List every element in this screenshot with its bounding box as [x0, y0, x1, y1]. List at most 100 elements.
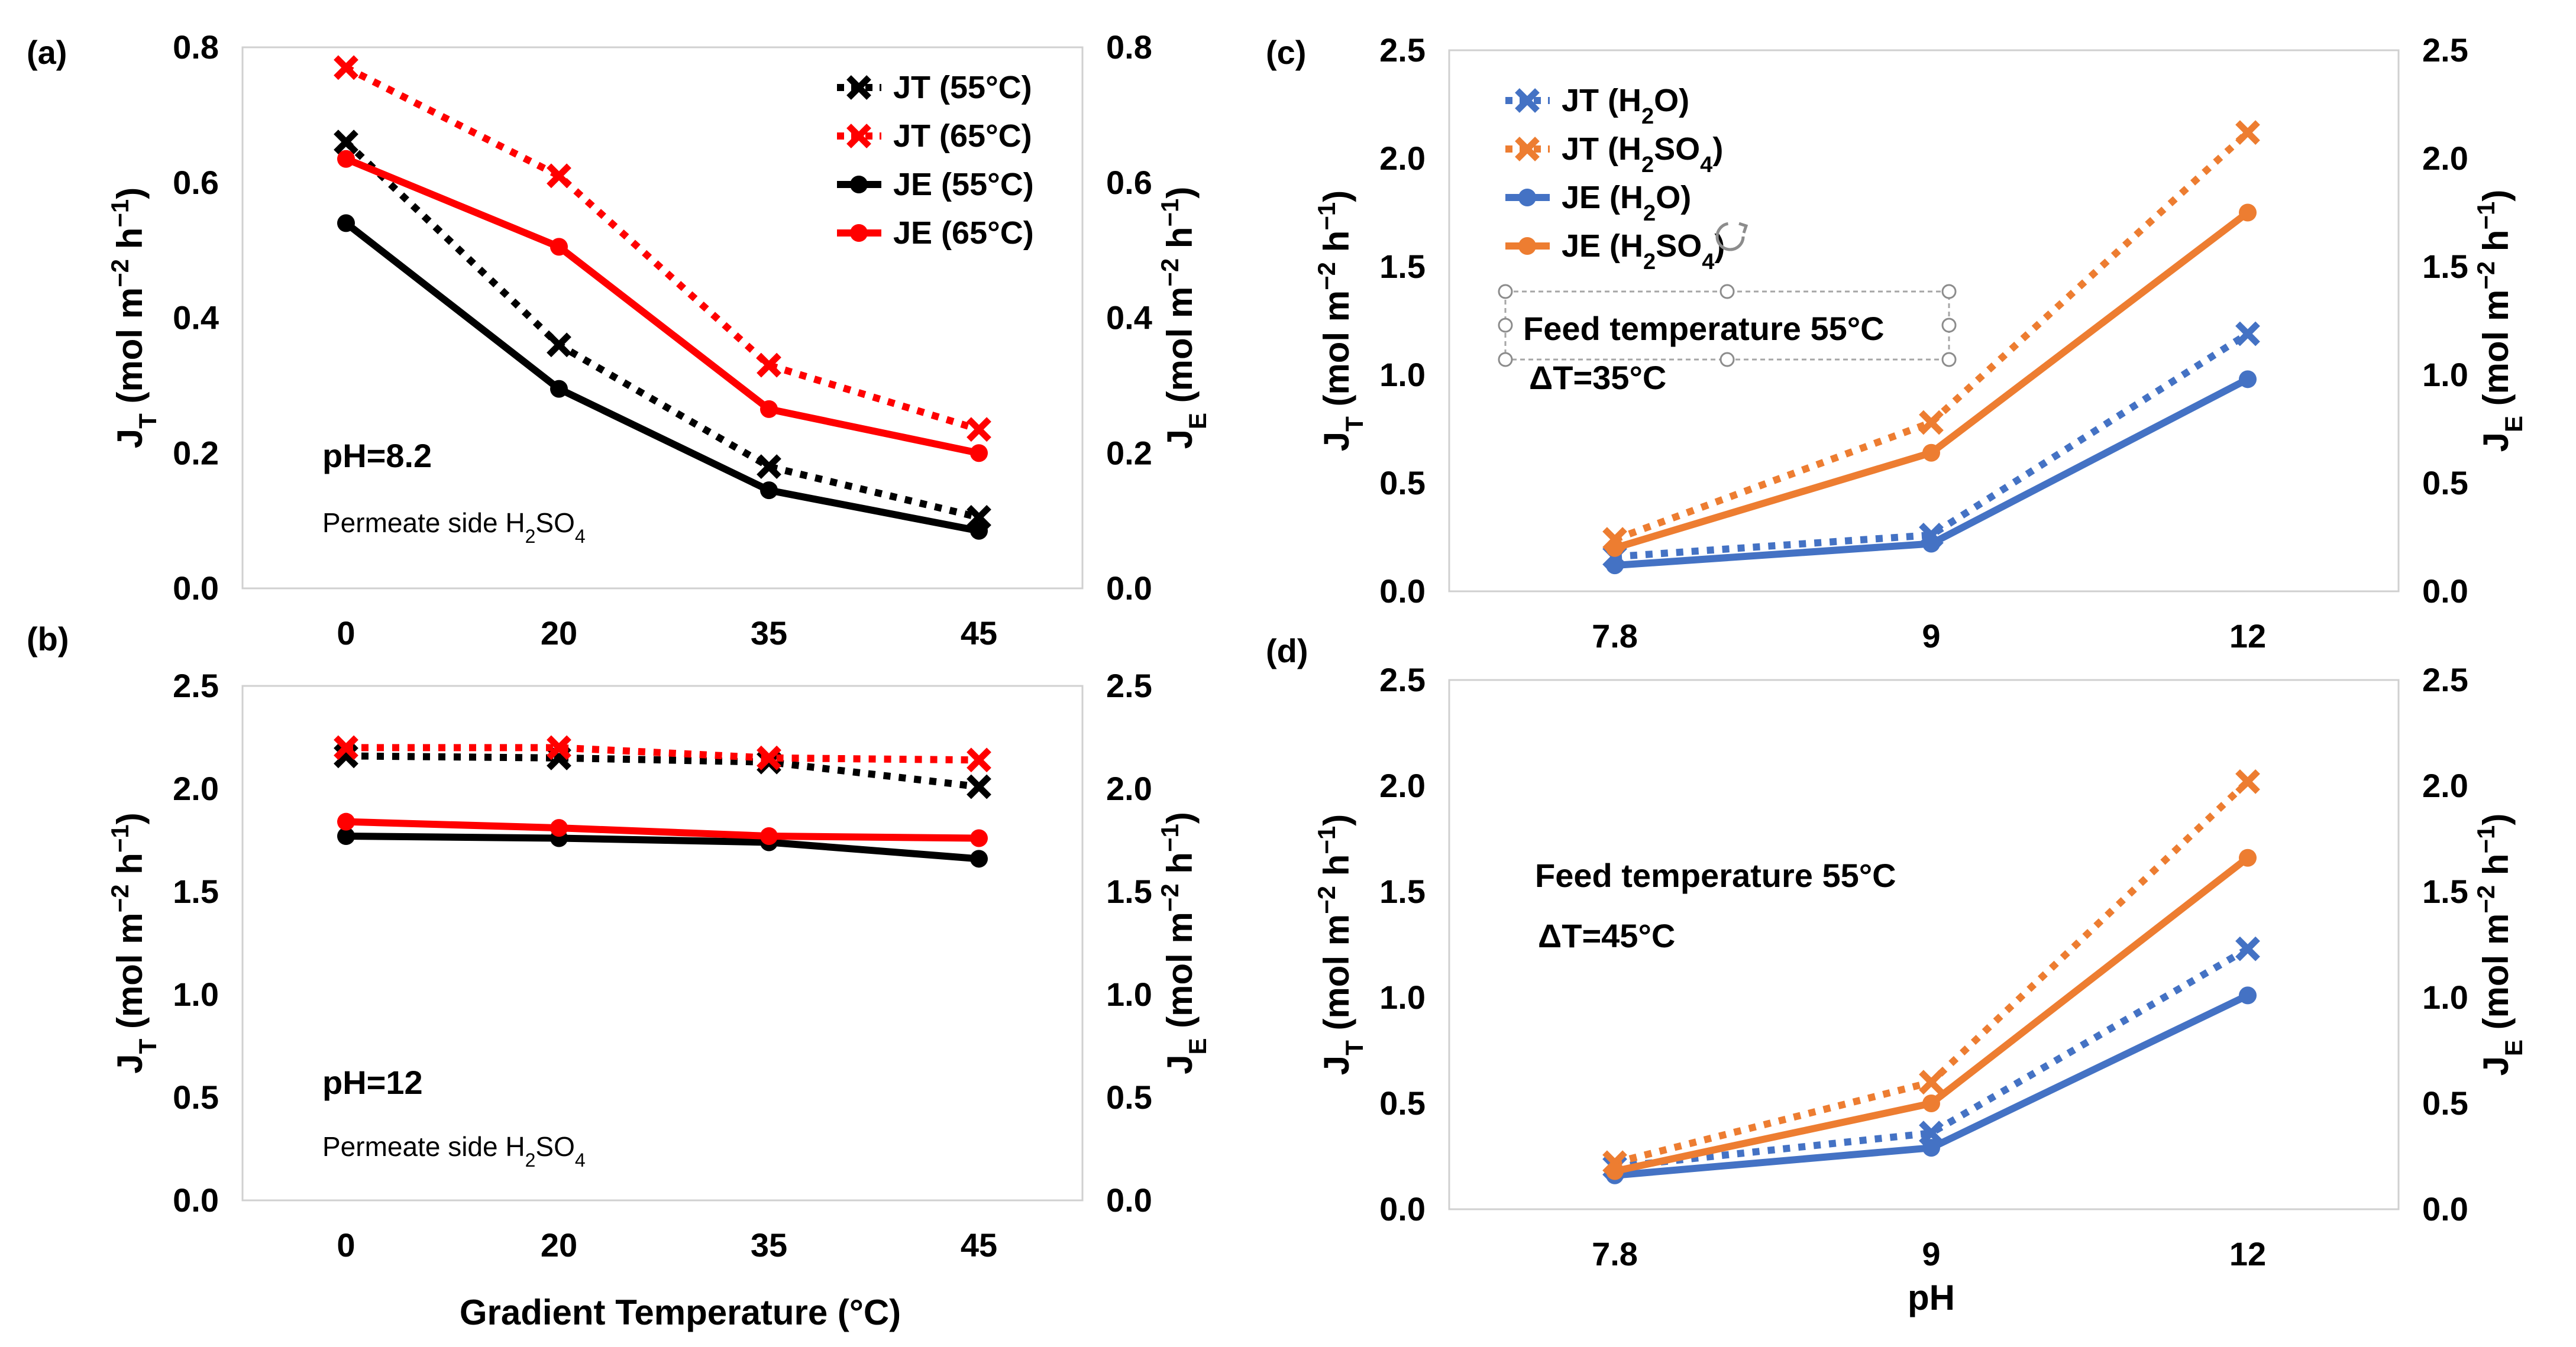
annotation-1-1: Permeate side H2SO4 — [322, 1131, 586, 1171]
data-point-2-3-2 — [2239, 203, 2257, 222]
legend-marker-2-2 — [1518, 189, 1536, 206]
ytick-left-3-5: 2.5 — [1379, 661, 1426, 698]
data-point-1-2-3 — [970, 850, 988, 868]
legend-entry-2-2: JE (H2O) — [1562, 180, 1691, 226]
ytick-left-0-4: 0.8 — [173, 28, 219, 66]
ytick-left-2-4: 2.0 — [1379, 140, 1426, 177]
annotation-2-0: Feed temperature 55°C — [1523, 310, 1885, 347]
xtick-2-0: 7.8 — [1592, 617, 1638, 655]
ytick-right-3-4: 2.0 — [2422, 767, 2468, 804]
data-point-3-1-2 — [2235, 769, 2260, 794]
ytick-right-2-0: 0.0 — [2422, 572, 2468, 610]
ytick-left-3-4: 2.0 — [1379, 767, 1426, 804]
ytick-right-3-1: 0.5 — [2422, 1084, 2468, 1122]
ytick-left-3-2: 1.0 — [1379, 979, 1426, 1016]
textbox-selection-frame[interactable] — [1498, 284, 1957, 367]
data-point-0-1-3 — [967, 417, 991, 442]
ytick-right-0-0: 0.0 — [1106, 569, 1152, 607]
ytick-right-3-3: 1.5 — [2422, 873, 2468, 910]
panel-label-0: (a) — [27, 34, 67, 71]
legend-entry-2-0: JT (H2O) — [1562, 83, 1689, 129]
ytick-right-2-2: 1.0 — [2422, 356, 2468, 393]
annotation-1-0: pH=12 — [322, 1064, 423, 1101]
data-point-0-0-2 — [757, 454, 781, 480]
ytick-left-0-3: 0.6 — [173, 164, 219, 201]
plot-area-2 — [1448, 49, 2400, 592]
ylabel-left-1: JT (mol m−2 h−1) — [106, 812, 161, 1073]
xtick-0-0: 0 — [337, 614, 355, 652]
ytick-right-1-0: 0.0 — [1106, 1181, 1152, 1219]
data-point-3-1-1 — [1919, 1070, 1944, 1095]
rotate-handle-icon[interactable] — [1715, 222, 1748, 251]
data-point-2-1-2 — [2235, 120, 2260, 145]
data-point-1-3-1 — [550, 819, 568, 837]
ytick-right-2-1: 0.5 — [2422, 464, 2468, 501]
panel-label-3: (d) — [1266, 632, 1308, 669]
data-point-2-0-2 — [2235, 321, 2260, 347]
data-point-0-1-0 — [334, 55, 358, 80]
ytick-right-1-1: 0.5 — [1106, 1079, 1152, 1116]
ytick-right-0-1: 0.2 — [1106, 434, 1152, 471]
xtick-2-2: 12 — [2229, 617, 2266, 655]
ytick-right-2-5: 2.5 — [2422, 31, 2468, 69]
data-point-0-3-2 — [760, 400, 778, 418]
data-point-0-2-3 — [970, 522, 988, 540]
data-point-0-0-1 — [547, 332, 571, 358]
ytick-right-2-4: 2.0 — [2422, 140, 2468, 177]
legend-entry-0-3: JE (65°C) — [893, 215, 1034, 251]
legend-entry-0-1: JT (65°C) — [893, 118, 1032, 154]
data-point-0-2-1 — [550, 380, 568, 398]
ytick-right-1-4: 2.0 — [1106, 770, 1152, 807]
data-point-3-2-1 — [1922, 1139, 1940, 1157]
annotation-3-1: ΔT=45°C — [1538, 917, 1675, 954]
ytick-right-0-4: 0.8 — [1106, 28, 1152, 66]
annotation-0-0: pH=8.2 — [322, 437, 432, 474]
legend-2: JT (H2O)JT (H2SO4)JE (H2O)JE (H2SO4) — [1505, 83, 1725, 274]
data-point-3-2-2 — [2239, 986, 2257, 1005]
ytick-left-2-2: 1.0 — [1379, 356, 1426, 393]
series-line-0-3 — [344, 156, 980, 457]
ytick-left-1-1: 0.5 — [173, 1079, 219, 1116]
ytick-left-1-0: 0.0 — [173, 1181, 219, 1219]
data-point-3-0-2 — [2235, 936, 2260, 961]
series-line-1-1 — [346, 744, 980, 764]
data-point-0-0-0 — [334, 129, 358, 155]
xtick-0-3: 45 — [961, 614, 997, 652]
data-point-2-2-0 — [1606, 556, 1624, 575]
xtick-2-1: 9 — [1922, 617, 1940, 655]
ytick-left-0-1: 0.2 — [173, 434, 219, 471]
ytick-right-3-0: 0.0 — [2422, 1190, 2468, 1228]
data-point-0-1-2 — [757, 352, 781, 378]
legend-marker-2-3 — [1518, 237, 1536, 255]
panel-1: (b) 0.0 0.0 0.5 0.5 1.0 1.0 1.5 1.5 2.0 2.0 2.5 2.5 0… — [27, 620, 1211, 1332]
data-point-2-2-2 — [2239, 370, 2257, 388]
xtick-3-1: 9 — [1922, 1235, 1940, 1272]
legend-marker-0-2 — [850, 176, 868, 193]
data-point-3-3-1 — [1922, 1095, 1940, 1112]
ytick-left-3-3: 1.5 — [1379, 873, 1426, 910]
ytick-left-2-1: 0.5 — [1379, 464, 1426, 501]
series-line-0-1 — [344, 64, 980, 433]
series-line-1-2 — [345, 833, 980, 863]
data-point-1-2-0 — [337, 827, 355, 846]
legend-entry-2-3: JE (H2SO4) — [1562, 228, 1725, 274]
plot-area-3 — [1448, 679, 2400, 1210]
ylabel-right-1: JE (mol m−2 h−1) — [1156, 812, 1211, 1074]
series-line-2-1 — [1613, 129, 2251, 543]
data-point-0-2-0 — [337, 214, 355, 232]
xtick-3-0: 7.8 — [1592, 1235, 1638, 1272]
ytick-right-1-3: 1.5 — [1106, 873, 1152, 910]
xtick-1-0: 0 — [337, 1226, 355, 1264]
data-point-2-3-0 — [1606, 539, 1624, 557]
ytick-left-0-2: 0.4 — [173, 299, 219, 336]
ytick-left-1-2: 1.0 — [173, 976, 219, 1013]
ytick-right-2-3: 1.5 — [2422, 248, 2468, 285]
xlabel-3: pH — [1908, 1278, 1955, 1317]
data-point-1-0-3 — [967, 774, 991, 799]
data-point-0-1-1 — [547, 163, 571, 189]
ylabel-right-2: JE (mol m−2 h−1) — [2472, 190, 2527, 452]
series-line-1-0 — [345, 752, 980, 791]
data-point-1-1-3 — [967, 747, 991, 773]
data-point-2-1-1 — [1919, 410, 1944, 435]
